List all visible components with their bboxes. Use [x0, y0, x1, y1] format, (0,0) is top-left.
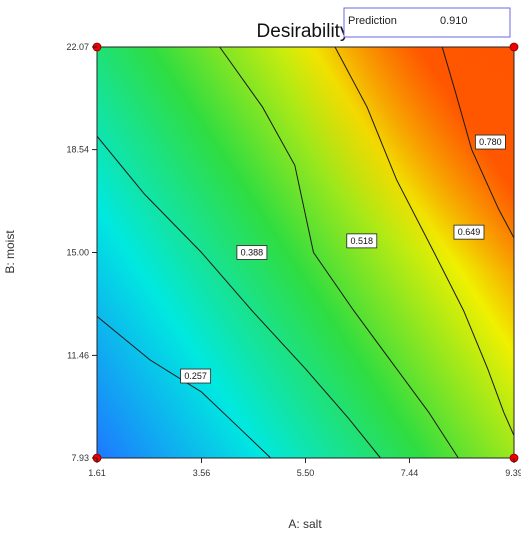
chart-title: Desirability [257, 21, 350, 42]
contour-line-0.780 [441, 46, 515, 239]
prediction-label: Prediction [348, 15, 397, 27]
y-tick-label: 11.46 [67, 350, 89, 360]
y-tick-label: 7.93 [71, 453, 89, 463]
contour-line-0.388 [96, 135, 381, 459]
contour-label-box [453, 224, 485, 240]
x-tick-label: 5.50 [297, 468, 315, 478]
contour-line-0.518 [219, 46, 459, 459]
prediction-value: 0.910 [440, 15, 468, 27]
x-axis-ticks: 1.61 3.56 5.50 7.44 9.39 [88, 458, 521, 478]
contour-lines: 0.257 0.388 0.518 0.649 0.780 [96, 46, 515, 459]
design-point [509, 42, 519, 52]
heatmap-overlay [97, 47, 514, 458]
contour-line-0.649 [334, 46, 515, 436]
contour-label: 0.388 [241, 248, 264, 258]
y-tick-label: 18.54 [66, 145, 89, 155]
contour-label: 0.649 [458, 227, 481, 237]
y-axis-label: B: moist [3, 230, 17, 274]
contour-label-box [236, 245, 268, 260]
x-tick-label: 9.39 [505, 468, 521, 478]
y-tick-label: 15.00 [66, 248, 89, 258]
contour-line-0.257 [96, 316, 272, 459]
x-tick-label: 7.44 [401, 468, 419, 478]
prediction-box: Prediction 0.910 [343, 7, 511, 38]
contour-label-box [475, 134, 506, 150]
plot-area: 0.257 0.388 0.518 0.649 0.780 [92, 42, 519, 463]
contour-label: 0.518 [351, 236, 374, 246]
y-tick-label: 22.07 [66, 42, 89, 52]
x-tick-label: 1.61 [88, 468, 106, 478]
contour-label-box [180, 368, 212, 384]
prediction-frame [343, 7, 511, 38]
contour-label: 0.780 [479, 137, 502, 147]
contour-label-box [346, 233, 378, 249]
x-axis-label: A: salt [288, 517, 322, 531]
x-tick-label: 3.56 [193, 468, 211, 478]
y-axis-ticks: 7.93 11.46 15.00 18.54 22.07 [66, 42, 97, 463]
contour-label: 0.257 [184, 371, 207, 381]
